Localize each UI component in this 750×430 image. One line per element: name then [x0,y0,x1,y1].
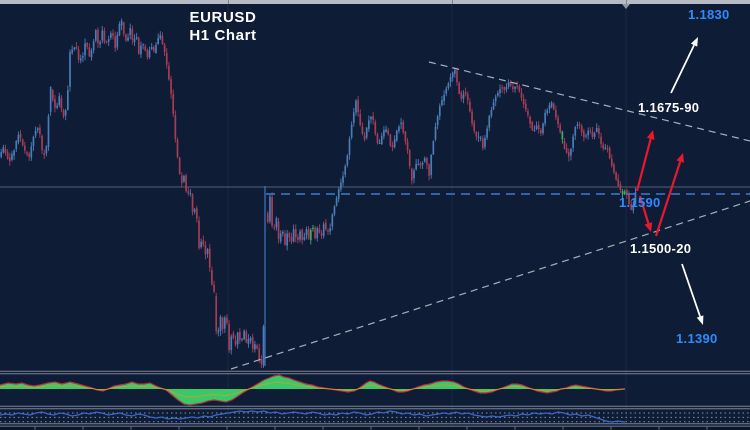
oscillator-main-line [0,374,626,406]
oscillator-area [0,375,625,405]
time-axis [0,426,750,430]
projection-arrow-red-0 [635,138,652,192]
zone-label-1-1675-90: 1.1675-90 [638,100,700,115]
top-scrollbar[interactable] [0,0,750,4]
descending-trendline [428,61,750,142]
price-label-1-1390: 1.1390 [676,331,718,346]
line-indicator [0,410,626,423]
projection-arrow-red-1 [638,195,650,224]
candlestick-series [0,18,637,368]
scrollbar-tick [228,0,229,4]
oscillator-signal-line [0,381,626,398]
projection-arrow-up-white-head-icon [690,37,698,47]
symbol-label: EURUSD [189,9,257,26]
scrollbar-tick [452,0,453,4]
price-label-1-1830: 1.1830 [688,7,730,22]
projection-arrow-red-1-head-icon [644,222,653,232]
projection-arrow-up-white [670,44,695,94]
price-label-1-1590: 1.1590 [619,195,661,210]
chart-position-marker-icon [622,4,630,9]
ascending-trendline [230,200,750,370]
timeframe-label: H1 Chart [189,27,257,45]
projection-arrow-red-2 [654,161,682,237]
projection-arrow-down-white-head-icon [696,315,704,325]
scrollbar-tick [626,0,627,4]
projection-arrow-red-0-head-icon [646,130,655,140]
projection-arrow-down-white [681,263,701,317]
chart-title: EURUSD H1 Chart [163,9,283,46]
zone-label-1-1500-20: 1.1500-20 [630,241,692,256]
projection-arrow-red-2-head-icon [676,153,685,163]
